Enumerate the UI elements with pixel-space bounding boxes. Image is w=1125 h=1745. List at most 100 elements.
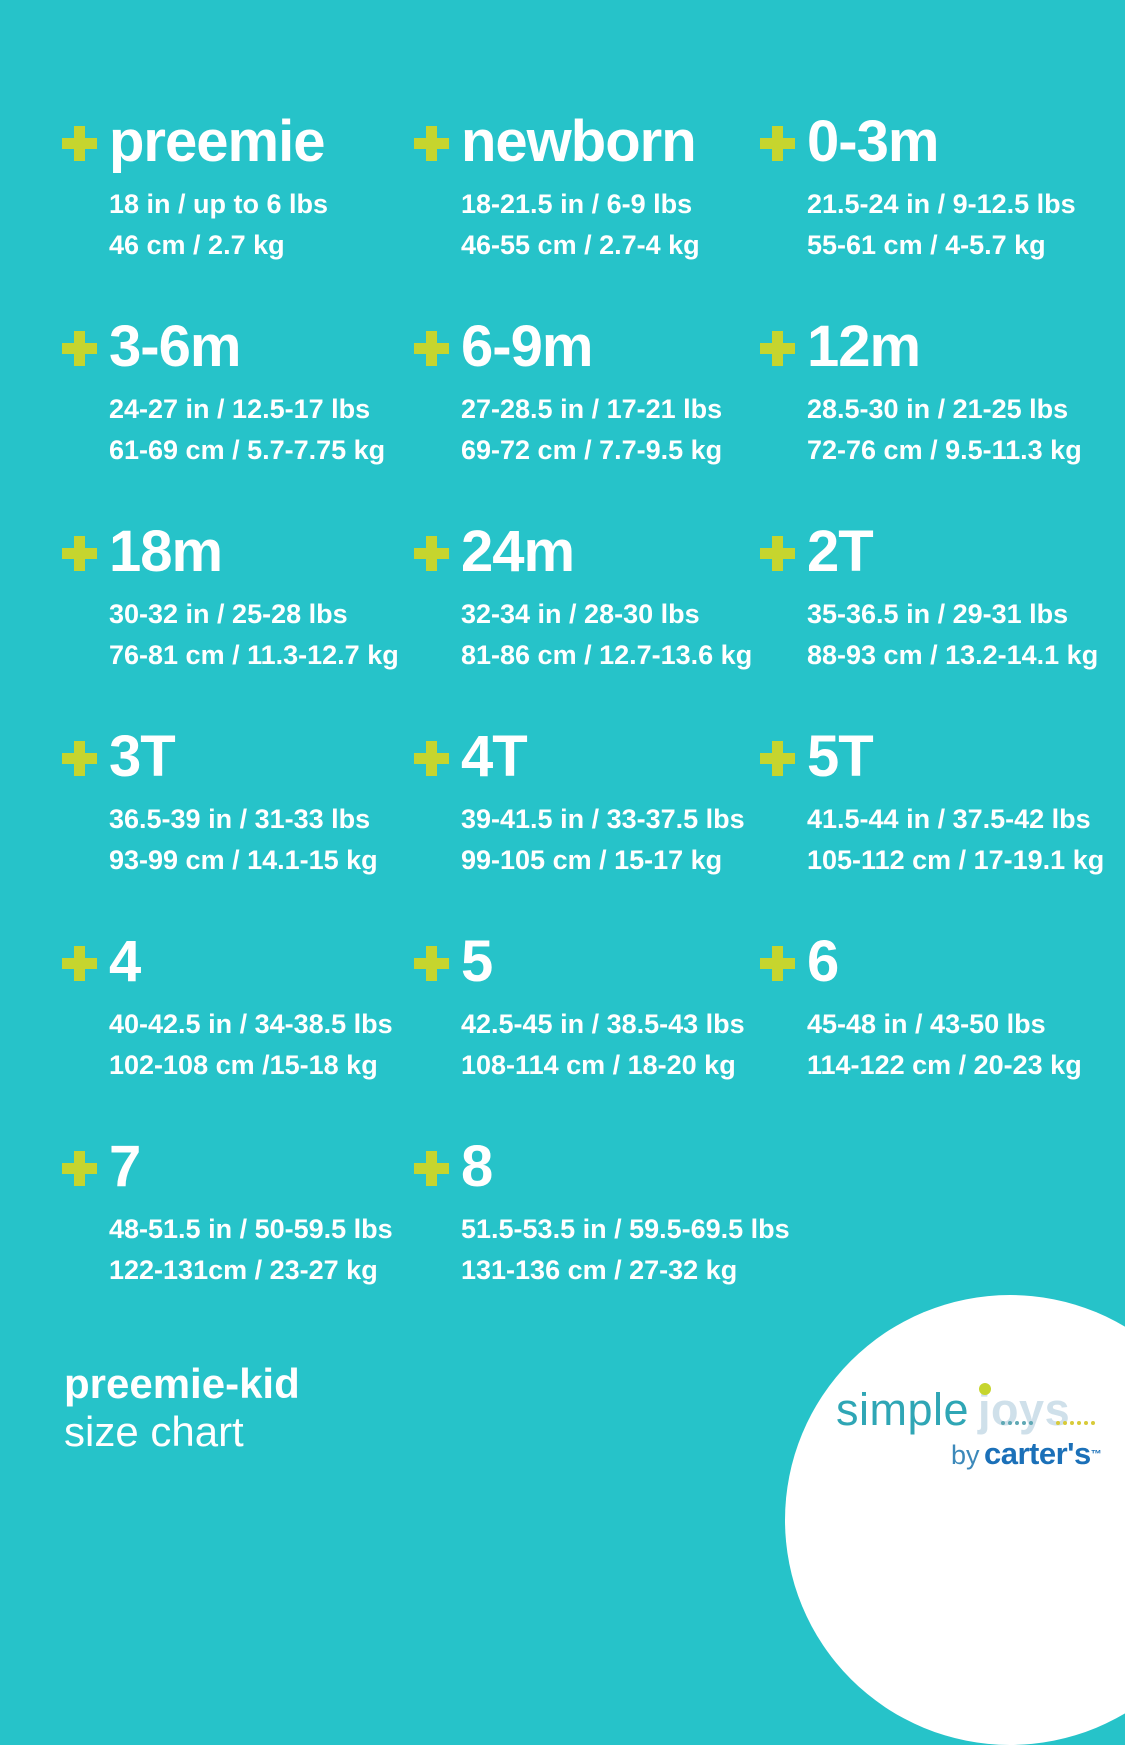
joys-dot-icon	[979, 1383, 992, 1395]
size-entry-2T: 2T 35-36.5 in / 29-31 lbs 88-93 cm / 13.…	[760, 523, 1125, 728]
size-label: 7	[109, 1134, 141, 1199]
size-metric: 108-114 cm / 18-20 kg	[461, 1049, 736, 1080]
size-label: newborn	[461, 109, 697, 174]
plus-icon	[62, 741, 97, 776]
logo-circle	[785, 1295, 1125, 1745]
size-imperial: 18 in / up to 6 lbs	[109, 189, 329, 219]
size-label: 18m	[109, 519, 223, 584]
plus-icon	[62, 946, 97, 981]
size-metric: 81-86 cm / 12.7-13.6 kg	[461, 639, 753, 670]
logo-word-by: by	[951, 1440, 980, 1470]
plus-icon	[760, 536, 795, 571]
plus-icon	[414, 126, 449, 161]
chart-title-line2: size chart	[64, 1408, 244, 1456]
size-label: 24m	[461, 519, 575, 584]
plus-icon	[760, 331, 795, 366]
chart-title: preemie-kid size chart	[64, 1360, 300, 1457]
trademark-symbol: ™	[1090, 1448, 1102, 1461]
size-imperial: 51.5-53.5 in / 59.5-69.5 lbs	[461, 1214, 790, 1244]
size-imperial: 27-28.5 in / 17-21 lbs	[461, 394, 723, 424]
plus-icon	[414, 1151, 449, 1186]
size-metric: 76-81 cm / 11.3-12.7 kg	[109, 639, 399, 670]
size-metric: 99-105 cm / 15-17 kg	[461, 844, 723, 875]
size-entry-12m: 12m 28.5-30 in / 21-25 lbs 72-76 cm / 9.…	[760, 318, 1125, 523]
size-metric: 105-112 cm / 17-19.1 kg	[807, 844, 1105, 875]
size-imperial: 21.5-24 in / 9-12.5 lbs	[807, 189, 1076, 219]
size-label: 0-3m	[807, 109, 939, 174]
size-metric: 46 cm / 2.7 kg	[109, 229, 285, 260]
plus-icon	[62, 1151, 97, 1186]
size-entry-18m: 18m 30-32 in / 25-28 lbs 76-81 cm / 11.3…	[62, 523, 414, 728]
logo-word-simple: simple	[836, 1384, 970, 1435]
brand-logo: simple joys	[836, 1383, 1071, 1436]
size-imperial: 48-51.5 in / 50-59.5 lbs	[109, 1214, 393, 1244]
size-label: 4	[109, 929, 141, 994]
size-imperial: 28.5-30 in / 21-25 lbs	[807, 394, 1069, 424]
logo-word-carters: carter's	[983, 1436, 1091, 1471]
size-entry-3T: 3T 36.5-39 in / 31-33 lbs 93-99 cm / 14.…	[62, 728, 414, 933]
size-imperial: 39-41.5 in / 33-37.5 lbs	[461, 804, 745, 834]
size-entry-3-6m: 3-6m 24-27 in / 12.5-17 lbs 61-69 cm / 5…	[62, 318, 414, 523]
plus-icon	[414, 536, 449, 571]
size-imperial: 24-27 in / 12.5-17 lbs	[109, 394, 371, 424]
size-entry-6: 6 45-48 in / 43-50 lbs 114-122 cm / 20-2…	[760, 933, 1125, 1138]
size-label: 6-9m	[461, 314, 593, 379]
plus-icon	[414, 331, 449, 366]
size-label: 4T	[461, 724, 528, 789]
size-label: 8	[461, 1134, 493, 1199]
size-entry-4T: 4T 39-41.5 in / 33-37.5 lbs 99-105 cm / …	[414, 728, 760, 933]
size-imperial: 42.5-45 in / 38.5-43 lbs	[461, 1009, 745, 1039]
plus-icon	[760, 741, 795, 776]
plus-icon	[760, 126, 795, 161]
size-entry-8: 8 51.5-53.5 in / 59.5-69.5 lbs 131-136 c…	[414, 1134, 790, 1343]
plus-icon	[414, 946, 449, 981]
logo-dotted-underline	[1001, 1421, 1095, 1425]
plus-icon	[414, 741, 449, 776]
size-chart-grid: preemie 18 in / up to 6 lbs 46 cm / 2.7 …	[62, 113, 1125, 1343]
size-imperial: 41.5-44 in / 37.5-42 lbs	[807, 804, 1091, 834]
size-entry-24m: 24m 32-34 in / 28-30 lbs 81-86 cm / 12.7…	[414, 523, 760, 728]
plus-icon	[62, 126, 97, 161]
size-metric: 55-61 cm / 4-5.7 kg	[807, 229, 1046, 260]
size-metric: 122-131cm / 23-27 kg	[109, 1254, 378, 1285]
size-metric: 102-108 cm /15-18 kg	[109, 1049, 378, 1080]
size-metric: 61-69 cm / 5.7-7.75 kg	[109, 434, 386, 465]
size-imperial: 40-42.5 in / 34-38.5 lbs	[109, 1009, 393, 1039]
size-label: 5	[461, 929, 493, 994]
dotted-underline-yellow	[1056, 1421, 1095, 1425]
size-metric: 46-55 cm / 2.7-4 kg	[461, 229, 700, 260]
size-entry-7: 7 48-51.5 in / 50-59.5 lbs 122-131cm / 2…	[62, 1138, 414, 1343]
size-entry-5: 5 42.5-45 in / 38.5-43 lbs 108-114 cm / …	[414, 933, 760, 1138]
size-imperial: 36.5-39 in / 31-33 lbs	[109, 804, 371, 834]
size-label: 2T	[807, 519, 874, 584]
plus-icon	[62, 331, 97, 366]
plus-icon	[62, 536, 97, 571]
chart-title-line1: preemie-kid	[64, 1360, 300, 1407]
dotted-underline-teal	[1001, 1421, 1033, 1425]
size-metric: 88-93 cm / 13.2-14.1 kg	[807, 639, 1099, 670]
size-label: 3T	[109, 724, 176, 789]
size-label: 5T	[807, 724, 874, 789]
size-imperial: 32-34 in / 28-30 lbs	[461, 599, 700, 629]
size-imperial: 30-32 in / 25-28 lbs	[109, 599, 348, 629]
logo-word-joys: joys	[978, 1384, 1071, 1435]
size-metric: 114-122 cm / 20-23 kg	[807, 1049, 1082, 1080]
size-imperial: 35-36.5 in / 29-31 lbs	[807, 599, 1069, 629]
size-entry-0-3m: 0-3m 21.5-24 in / 9-12.5 lbs 55-61 cm / …	[760, 113, 1125, 318]
size-label: 6	[807, 929, 839, 994]
size-imperial: 18-21.5 in / 6-9 lbs	[461, 189, 693, 219]
size-label: 3-6m	[109, 314, 241, 379]
size-metric: 93-99 cm / 14.1-15 kg	[109, 844, 378, 875]
size-metric: 131-136 cm / 27-32 kg	[461, 1254, 738, 1285]
size-metric: 72-76 cm / 9.5-11.3 kg	[807, 434, 1082, 465]
size-imperial: 45-48 in / 43-50 lbs	[807, 1009, 1046, 1039]
brand-byline: by carter's™	[951, 1436, 1102, 1472]
size-metric: 69-72 cm / 7.7-9.5 kg	[461, 434, 723, 465]
size-label: preemie	[109, 109, 325, 174]
size-entry-preemie: preemie 18 in / up to 6 lbs 46 cm / 2.7 …	[62, 113, 414, 318]
size-entry-4: 4 40-42.5 in / 34-38.5 lbs 102-108 cm /1…	[62, 933, 414, 1138]
plus-icon	[760, 946, 795, 981]
size-entry-newborn: newborn 18-21.5 in / 6-9 lbs 46-55 cm / …	[414, 113, 760, 318]
size-entry-6-9m: 6-9m 27-28.5 in / 17-21 lbs 69-72 cm / 7…	[414, 318, 760, 523]
size-label: 12m	[807, 314, 921, 379]
